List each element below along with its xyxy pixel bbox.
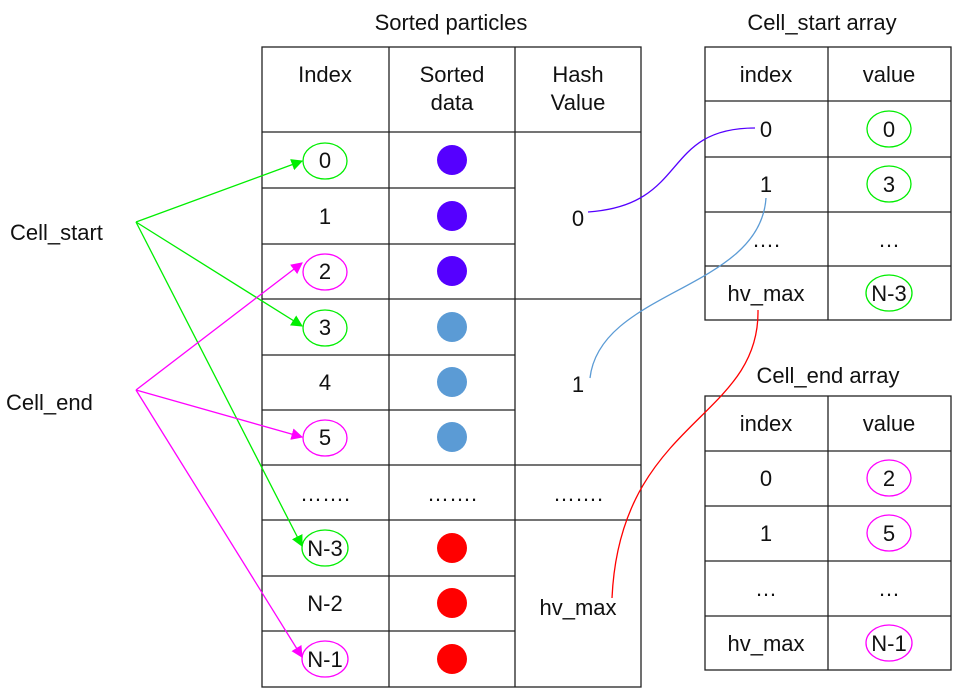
cell-start-value: N-3 bbox=[871, 281, 906, 306]
particle-dot bbox=[437, 588, 467, 618]
particle-dot bbox=[437, 145, 467, 175]
cell-end-arrow bbox=[135, 262, 303, 391]
sorted-data-ellipsis: ……. bbox=[427, 481, 477, 506]
cell-start-marker bbox=[302, 309, 348, 347]
hash-value-1: 1 bbox=[572, 372, 584, 397]
cell-end-index-header: index bbox=[740, 411, 793, 436]
row-index: 4 bbox=[319, 370, 331, 395]
particle-dot bbox=[437, 422, 467, 452]
sorted-table-grid bbox=[261, 46, 642, 688]
index-column-header: Index bbox=[298, 62, 352, 87]
hash-value-header-line1: Hash bbox=[552, 62, 603, 87]
cell-end-marker bbox=[302, 253, 348, 291]
hash-value-ellipsis: ……. bbox=[553, 481, 603, 506]
particle-dot bbox=[437, 533, 467, 563]
row-index: N-3 bbox=[307, 536, 342, 561]
cell-end-marker bbox=[301, 640, 349, 678]
particle-dot bbox=[437, 644, 467, 674]
row-index: N-2 bbox=[307, 591, 342, 616]
cell-end-arrows bbox=[135, 262, 304, 658]
cell-start-array-title: Cell_start array bbox=[747, 10, 896, 35]
row-index: 1 bbox=[319, 204, 331, 229]
sorted-particles-title: Sorted particles bbox=[375, 10, 528, 35]
hash-0-connector bbox=[587, 127, 756, 213]
cell-end-value-marker bbox=[865, 624, 913, 662]
row-index: 3 bbox=[319, 315, 331, 340]
cell-start-marker bbox=[301, 529, 349, 567]
row-index-ellipsis: ……. bbox=[300, 481, 350, 506]
hash-1-connector bbox=[589, 197, 767, 379]
row-index: N-1 bbox=[307, 647, 342, 672]
cell-start-arrow bbox=[135, 221, 303, 548]
sorted-data-dots bbox=[437, 145, 467, 674]
row-index: 5 bbox=[319, 425, 331, 450]
cell-end-array-grid bbox=[704, 395, 952, 671]
hash-value-0: 0 bbox=[572, 206, 584, 231]
cell-start-value-marker bbox=[865, 274, 913, 312]
sorted-data-header-line1: Sorted bbox=[420, 62, 485, 87]
hash-hv-max-connector bbox=[611, 309, 759, 599]
cell-start-index: 1 bbox=[760, 172, 772, 197]
particle-dot bbox=[437, 201, 467, 231]
particle-dot bbox=[437, 256, 467, 286]
cell-start-index: 0 bbox=[760, 117, 772, 142]
cell-start-value-marker bbox=[866, 165, 912, 203]
particle-dot bbox=[437, 367, 467, 397]
row-index: 0 bbox=[319, 148, 331, 173]
cell-start-value-header: value bbox=[863, 62, 916, 87]
cell-end-value: 2 bbox=[883, 466, 895, 491]
cell-start-array-grid bbox=[704, 46, 952, 321]
cell-end-value: N-1 bbox=[871, 631, 906, 656]
cell-end-label: Cell_end bbox=[6, 390, 93, 415]
cell-end-index: hv_max bbox=[727, 631, 804, 656]
cell-start-index: hv_max bbox=[727, 281, 804, 306]
hash-value-header-line2: Value bbox=[551, 90, 606, 115]
cell-start-value: 3 bbox=[883, 172, 895, 197]
cell-start-index-header: index bbox=[740, 62, 793, 87]
cell-start-arrow bbox=[135, 221, 303, 327]
cell-start-value-marker bbox=[866, 110, 912, 148]
hash-value-hv-max: hv_max bbox=[539, 595, 616, 620]
cell-end-arrow bbox=[135, 389, 303, 658]
cell-end-index: 1 bbox=[760, 521, 772, 546]
cell-start-value: … bbox=[878, 227, 900, 252]
cell-end-array-title: Cell_end array bbox=[756, 363, 899, 388]
cell-end-value: … bbox=[878, 576, 900, 601]
cell-start-label: Cell_start bbox=[10, 220, 103, 245]
cell-end-index: 0 bbox=[760, 466, 772, 491]
cell-end-value-marker bbox=[866, 514, 912, 552]
cell-start-arrow bbox=[135, 159, 304, 223]
cell-end-value-header: value bbox=[863, 411, 916, 436]
sorted-data-header-line2: data bbox=[431, 90, 475, 115]
cell-start-arrows bbox=[135, 159, 304, 548]
cell-start-index: …. bbox=[752, 227, 780, 252]
particle-dot bbox=[437, 312, 467, 342]
cell-end-index: … bbox=[755, 576, 777, 601]
cell-end-value-marker bbox=[866, 459, 912, 497]
row-index: 2 bbox=[319, 259, 331, 284]
cell-start-value: 0 bbox=[883, 117, 895, 142]
cell-end-value: 5 bbox=[883, 521, 895, 546]
cell-end-arrow bbox=[135, 389, 304, 440]
